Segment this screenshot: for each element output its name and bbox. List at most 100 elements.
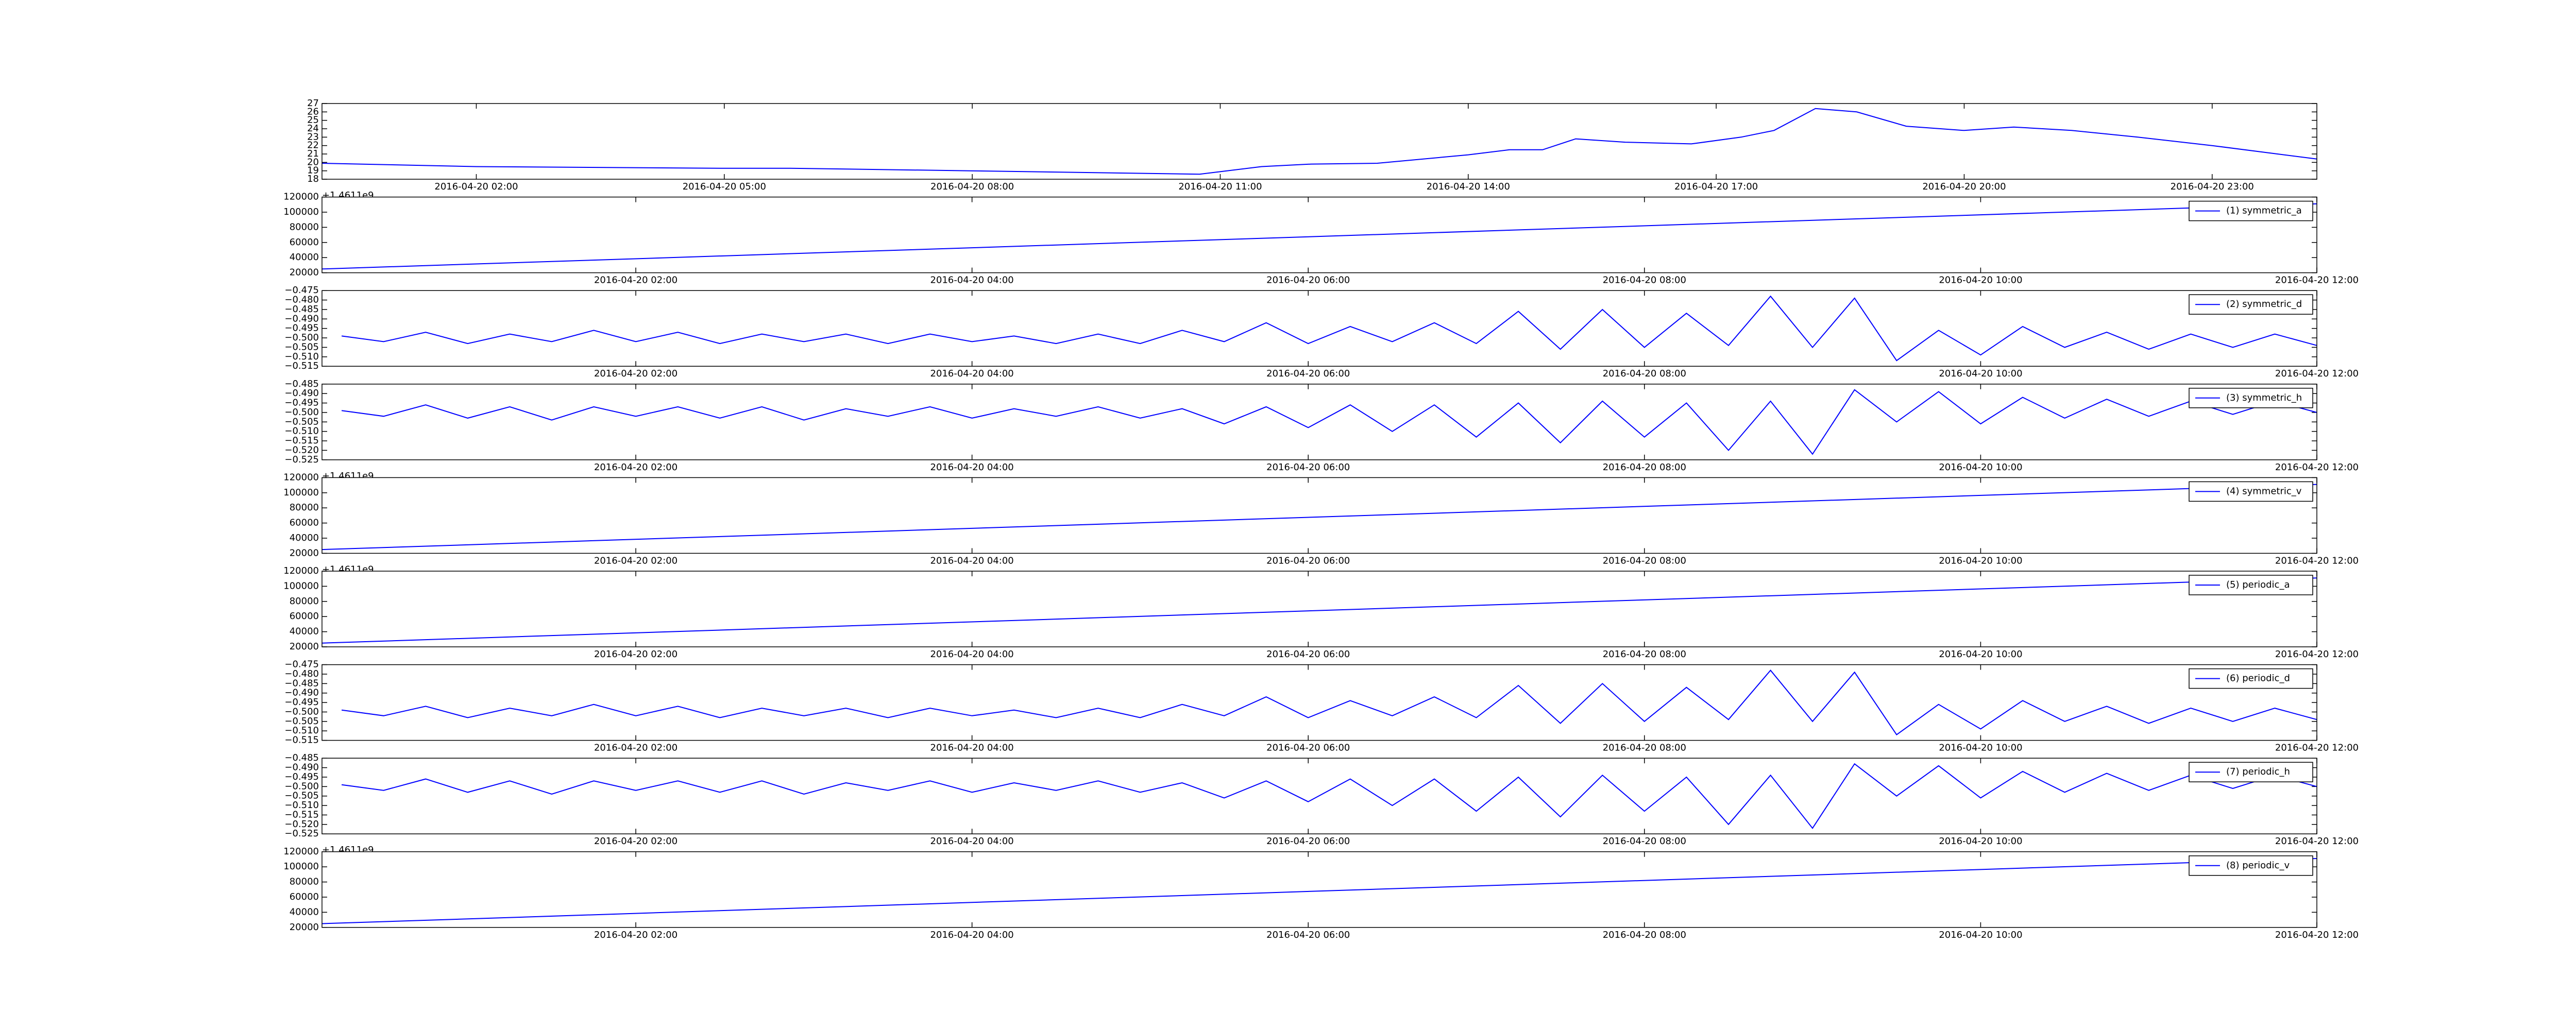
x-tick-label: 2016-04-20 02:00 xyxy=(594,836,677,847)
legend-box xyxy=(2189,668,2313,689)
y-tick-label: 100000 xyxy=(283,861,319,872)
y-tick-label: 100000 xyxy=(283,580,319,591)
y-tick-label: 20000 xyxy=(290,267,319,278)
x-tick-label: 2016-04-20 08:00 xyxy=(1603,462,1686,473)
x-tick-label: 2016-04-20 20:00 xyxy=(1922,181,2006,192)
plot-area xyxy=(322,104,2317,179)
y-tick-label: −0.480 xyxy=(284,295,319,305)
y-tick-label: 100000 xyxy=(283,207,319,217)
x-tick-label: 2016-04-20 10:00 xyxy=(1939,649,2022,660)
x-tick-label: 2016-04-20 10:00 xyxy=(1939,275,2022,286)
y-tick-label: −0.490 xyxy=(284,313,319,324)
y-tick-label: 40000 xyxy=(290,626,319,637)
plot-area xyxy=(322,851,2317,928)
y-tick-label: −0.500 xyxy=(284,706,319,717)
x-tick-label: 2016-04-20 08:00 xyxy=(1603,930,1686,940)
plot-area xyxy=(322,477,2317,554)
x-tick-label: 2016-04-20 10:00 xyxy=(1939,368,2022,379)
x-tick-label: 2016-04-20 02:00 xyxy=(594,555,677,566)
y-tick-label: −0.515 xyxy=(284,735,319,746)
y-tick-label: −0.495 xyxy=(284,323,319,334)
y-tick-label: −0.490 xyxy=(284,688,319,698)
y-tick-label: 40000 xyxy=(290,533,319,543)
y-tick-label: −0.485 xyxy=(284,304,319,315)
x-tick-label: 2016-04-20 04:00 xyxy=(930,649,1014,660)
x-tick-label: 2016-04-20 12:00 xyxy=(2275,836,2359,847)
y-tick-label: −0.505 xyxy=(284,716,319,727)
x-tick-label: 2016-04-20 04:00 xyxy=(930,743,1014,753)
legend-label: (5) periodic_a xyxy=(2226,579,2290,590)
subplot: −0.515−0.510−0.505−0.500−0.495−0.490−0.4… xyxy=(284,659,2359,753)
data-line xyxy=(321,858,2317,924)
y-tick-label: −0.500 xyxy=(284,407,319,418)
x-tick-label: 2016-04-20 06:00 xyxy=(1266,649,1350,660)
axes-frame xyxy=(321,571,2317,647)
y-tick-label: −0.510 xyxy=(284,800,319,811)
data-line xyxy=(341,295,2317,362)
y-tick-label: 19 xyxy=(307,165,319,176)
y-tick-label: 100000 xyxy=(283,487,319,498)
data-line xyxy=(321,577,2317,644)
x-tick-label: 2016-04-20 04:00 xyxy=(930,368,1014,379)
y-tick-label: −0.505 xyxy=(284,416,319,427)
x-tick-label: 2016-04-20 08:00 xyxy=(1603,836,1686,847)
y-tick-label: 21 xyxy=(307,148,319,159)
x-tick-label: 2016-04-20 06:00 xyxy=(1266,368,1350,379)
x-tick-label: 2016-04-20 14:00 xyxy=(1427,181,1510,192)
axes-frame xyxy=(321,290,2317,367)
y-tick-label: 20 xyxy=(307,157,319,167)
y-tick-label: −0.485 xyxy=(284,379,319,389)
y-tick-label: −0.480 xyxy=(284,668,319,679)
y-tick-label: −0.510 xyxy=(284,725,319,736)
y-tick-label: 80000 xyxy=(290,596,319,607)
data-line xyxy=(341,763,2317,829)
x-tick-label: 2016-04-20 23:00 xyxy=(2171,181,2254,192)
y-tick-label: 120000 xyxy=(283,565,319,576)
axes-frame xyxy=(321,664,2317,741)
axes-frame xyxy=(321,758,2317,834)
axes-frame xyxy=(321,384,2317,460)
x-tick-label: 2016-04-20 08:00 xyxy=(1603,275,1686,286)
x-tick-label: 2016-04-20 12:00 xyxy=(2275,275,2359,286)
x-tick-label: 2016-04-20 04:00 xyxy=(930,275,1014,286)
x-tick-label: 2016-04-20 06:00 xyxy=(1266,555,1350,566)
x-tick-label: 2016-04-20 02:00 xyxy=(594,368,677,379)
subplot: 20000 40000 60000 80000 100000 120000 2016-04-… xyxy=(283,846,2359,940)
x-tick-label: 2016-04-20 02:00 xyxy=(594,930,677,940)
axes-frame xyxy=(321,196,2317,273)
plot-area xyxy=(322,571,2317,647)
x-tick-label: 2016-04-20 12:00 xyxy=(2275,743,2359,753)
x-tick-label: 2016-04-20 06:00 xyxy=(1266,275,1350,286)
y-tick-label: 60000 xyxy=(290,237,319,248)
x-tick-label: 2016-04-20 04:00 xyxy=(930,555,1014,566)
x-tick-label: 2016-04-20 10:00 xyxy=(1939,743,2022,753)
y-tick-label: 22 xyxy=(307,140,319,151)
subplot: −0.515−0.510−0.505−0.500−0.495−0.490−0.4… xyxy=(284,285,2359,379)
y-tick-label: 40000 xyxy=(290,252,319,263)
subplot: −0.525−0.520−0.515−0.510−0.505−0.500−0.4… xyxy=(284,752,2359,855)
plot-area xyxy=(322,197,2317,273)
x-tick-label: 2016-04-20 06:00 xyxy=(1266,836,1350,847)
y-tick-label: −0.515 xyxy=(284,360,319,371)
y-tick-label: −0.475 xyxy=(284,285,319,296)
y-tick-label: −0.495 xyxy=(284,398,319,408)
plot-area xyxy=(322,664,2317,741)
subplot: 20000 40000 60000 80000 100000 120000 2016-04-… xyxy=(283,192,2359,286)
x-tick-label: 2016-04-20 04:00 xyxy=(930,836,1014,847)
y-tick-label: 27 xyxy=(307,98,319,109)
x-tick-label: 2016-04-20 12:00 xyxy=(2275,368,2359,379)
y-tick-label: −0.495 xyxy=(284,697,319,708)
y-tick-label: 24 xyxy=(307,123,319,134)
x-tick-label: 2016-04-20 10:00 xyxy=(1939,462,2022,473)
legend-label: (3) symmetric_h xyxy=(2226,392,2302,403)
data-line xyxy=(341,389,2317,455)
x-tick-label: 2016-04-20 06:00 xyxy=(1266,743,1350,753)
y-tick-label: −0.485 xyxy=(284,678,319,689)
axes-frame xyxy=(321,103,2317,180)
x-tick-label: 2016-04-20 04:00 xyxy=(930,930,1014,940)
y-tick-label: 80000 xyxy=(290,502,319,513)
y-tick-label: 60000 xyxy=(290,518,319,528)
x-tick-label: 2016-04-20 02:00 xyxy=(594,275,677,286)
